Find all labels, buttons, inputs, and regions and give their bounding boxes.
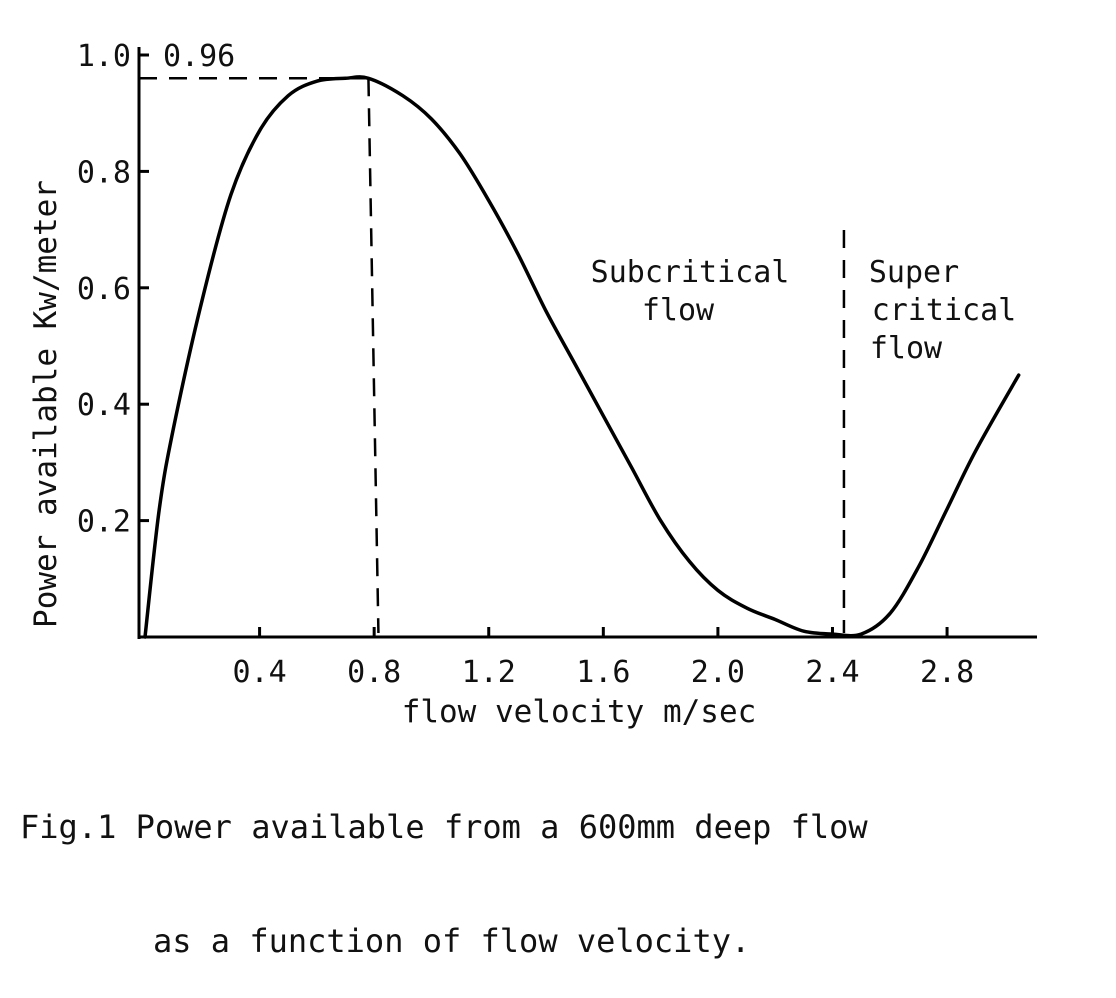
x-tick-label: 2.0 [691,655,745,690]
caption-line-1: Fig.1 Power available from a 600mm deep … [20,808,868,846]
y-axis-title: Power available Kw/meter [28,180,64,628]
region-subcritical-label: flow [642,293,715,328]
x-tick-label: 2.4 [805,655,859,690]
y-tick-label: 0.2 [77,505,131,540]
peak-value-label: 0.96 [163,39,235,74]
region-supercritical-label: Super [869,255,959,290]
labels: 0.4 0.8 1.2 1.6 2.0 2.4 2.8 0.2 0.4 0.6 0.8 1.0 flow… [28,39,1016,730]
y-tick-label: 0.6 [77,272,131,307]
region-supercritical-label: critical [872,293,1017,328]
data-series [143,75,1021,639]
axes [137,47,1037,639]
region-subcritical-label: Subcritical [591,255,790,290]
y-tick-label: 1.0 [77,39,131,74]
x-tick-label: 2.8 [920,655,974,690]
x-tick-label: 0.8 [347,655,401,690]
x-axis-title: flow velocity m/sec [402,694,757,730]
x-tick-label: 1.2 [462,655,516,690]
power-curve [143,75,1021,639]
x-tick-label: 1.6 [576,655,630,690]
region-supercritical-label: flow [870,331,943,366]
figure-caption: Fig.1 Power available from a 600mm deep … [20,732,1110,998]
x-tick-label: 0.4 [232,655,286,690]
y-tick-label: 0.4 [77,388,131,423]
caption-line-2: as a function of flow velocity. [153,922,751,960]
y-tick-label: 0.8 [77,155,131,190]
power-vs-velocity-chart: 0.4 0.8 1.2 1.6 2.0 2.4 2.8 0.2 0.4 0.6 0.8 1.0 flow… [28,39,1037,730]
peak-vertical-dash [367,78,380,634]
